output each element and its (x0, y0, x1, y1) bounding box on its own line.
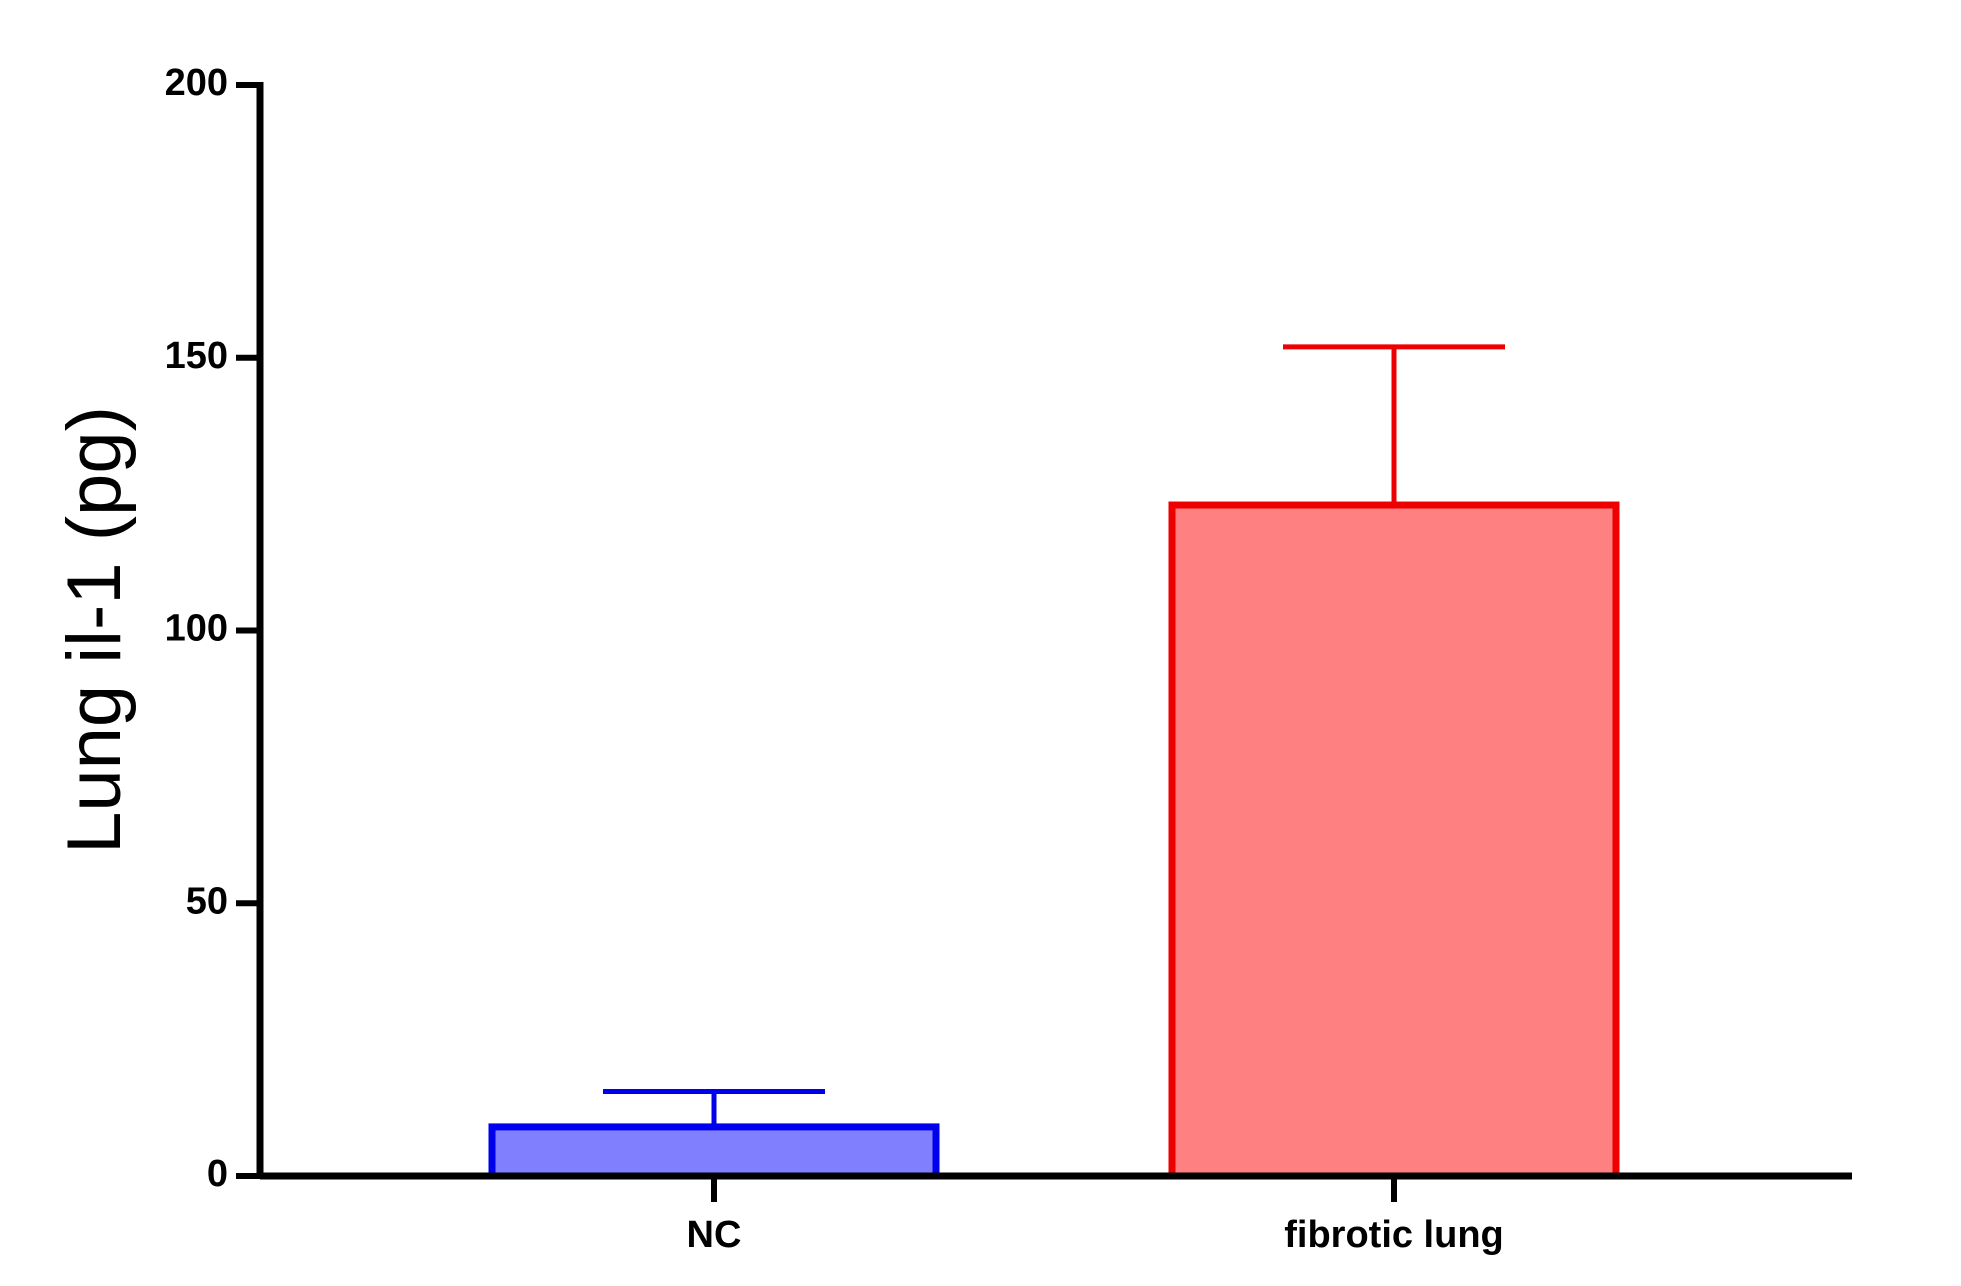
x-tick-label: fibrotic lung (1284, 1214, 1504, 1256)
y-tick-label: 100 (165, 608, 228, 650)
y-tick-label: 150 (165, 335, 228, 377)
y-tick-label: 0 (207, 1153, 228, 1195)
y-axis-label: Lung il-1 (pg) (52, 406, 137, 854)
y-tick-label: 50 (186, 880, 228, 922)
y-tick-label: 200 (165, 62, 228, 104)
x-tick-label: NC (687, 1214, 742, 1256)
bar (488, 1123, 940, 1180)
bar (1168, 501, 1620, 1180)
